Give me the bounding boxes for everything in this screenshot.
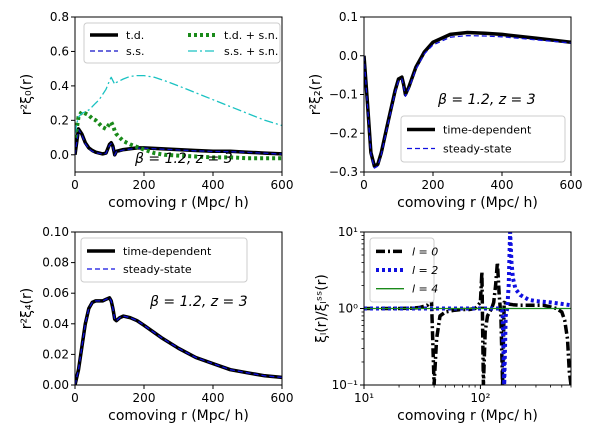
series-line-0 [75, 296, 282, 385]
x-tick-label: 400 [202, 391, 225, 405]
panel-xi4: 0 200 400 600 0.00 0.02 0.04 0.06 0.08 0.10 comovi… [19, 225, 293, 424]
legend: l = 0 l = 2 l = 4 [369, 237, 438, 303]
legend: time-dependent steady-state [80, 237, 248, 283]
y-tick-label: 0.2 [50, 113, 69, 127]
legend-label-3: s.s. + s.n. [224, 45, 278, 58]
y-tick-label: −0.2 [329, 126, 358, 140]
x-tick-label: 10¹ [354, 391, 374, 405]
series-group [75, 74, 282, 161]
y-axis-label: r²ξ₄(r) [19, 288, 35, 329]
plot-frame [74, 16, 283, 173]
legend-label-1: s.s. [126, 45, 144, 58]
legend: t.d. s.s. t.d. + s.n. s.s. + s.n. [83, 22, 281, 64]
x-tick-label: 200 [133, 178, 156, 192]
legend: time-dependent steady-state [400, 115, 566, 163]
panel-xi0: 0 200 400 600 0.0 0.2 0.4 0.6 0.8 comoving r (Mpc… [19, 10, 293, 211]
legend-box [400, 115, 566, 163]
x-tick-label: 600 [271, 391, 294, 405]
panel-xi2: 0 200 400 600 −0.3 −0.2 −0.1 0.0 0.1 comoving r (… [308, 10, 582, 211]
series-group [364, 232, 571, 385]
y-tick-label: 0.04 [42, 317, 69, 331]
series-line-1 [75, 297, 282, 385]
y-tick-label: 0.0 [50, 148, 69, 162]
x-tick-label: 10² [470, 391, 490, 405]
annotation: β = 1.2, z = 3 [149, 294, 248, 310]
legend-label-1: steady-state [123, 263, 192, 276]
x-axis-label: comoving r (Mpc/ h) [108, 195, 249, 211]
legend-label-0: l = 0 [412, 245, 438, 258]
legend-label-0: t.d. [126, 29, 144, 42]
y-tick-label: 10⁰ [338, 302, 358, 316]
y-tick-label: 0.8 [50, 10, 69, 24]
y-tick-label: 0.08 [42, 256, 69, 270]
x-tick-label: 200 [133, 391, 156, 405]
annotation: β = 1.2, z = 3 [437, 92, 536, 108]
y-tick-label: 10⁻¹ [332, 378, 359, 392]
y-tick-label: −0.3 [329, 165, 358, 179]
series-group [364, 30, 571, 169]
legend-label-0: time-dependent [123, 245, 212, 258]
y-axis-label: ξₗ(r)/ξₗˢˢ(r) [314, 274, 330, 343]
x-axis-label: comoving r (Mpc/ h) [108, 408, 249, 424]
x-tick-label: 600 [560, 178, 583, 192]
x-tick-label: 0 [71, 391, 79, 405]
legend-label-2: t.d. + s.n. [224, 29, 278, 42]
legend-label-0: time-dependent [443, 124, 532, 137]
y-tick-label: 0.6 [50, 44, 69, 58]
legend-box [80, 237, 248, 283]
y-tick-label: 0.00 [42, 378, 69, 392]
x-tick-label: 400 [491, 178, 514, 192]
y-tick-label: 0.02 [42, 347, 69, 361]
x-tick-label: 0 [360, 178, 368, 192]
x-tick-label: 200 [422, 178, 445, 192]
x-tick-label: 0 [71, 178, 79, 192]
y-tick-label: 0.10 [42, 225, 69, 239]
x-axis-label: comoving r (Mpc/ h) [397, 408, 538, 424]
y-tick-label: 0.0 [339, 49, 358, 63]
y-tick-label: −0.1 [329, 88, 358, 102]
x-tick-label: 600 [271, 178, 294, 192]
y-tick-label: 10¹ [338, 225, 358, 239]
legend-label-2: l = 4 [412, 283, 438, 296]
series-group [75, 296, 282, 385]
series-line-3 [75, 74, 282, 135]
x-tick-label: 400 [202, 178, 225, 192]
x-axis-label: comoving r (Mpc/ h) [397, 195, 538, 211]
y-tick-label: 0.4 [50, 79, 69, 93]
series-line-1 [364, 34, 571, 169]
annotation: β = 1.2, z = 3 [134, 151, 233, 167]
y-tick-label: 0.1 [339, 10, 358, 24]
plot-frame [74, 231, 283, 386]
y-axis-label: r²ξ₀(r) [19, 74, 35, 115]
y-tick-label: 0.06 [42, 286, 69, 300]
panel-ratio: 10¹ 10² 10⁻¹ 10⁰ 10¹ comoving r (Mpc/ h) ξₗ(r)… [314, 225, 572, 424]
legend-box [83, 22, 281, 64]
series-line-1 [75, 129, 282, 156]
series-line-1 [364, 232, 571, 385]
legend-label-1: steady-state [443, 143, 512, 156]
legend-label-1: l = 2 [412, 264, 438, 277]
y-axis-label: r²ξ₂(r) [308, 74, 324, 115]
